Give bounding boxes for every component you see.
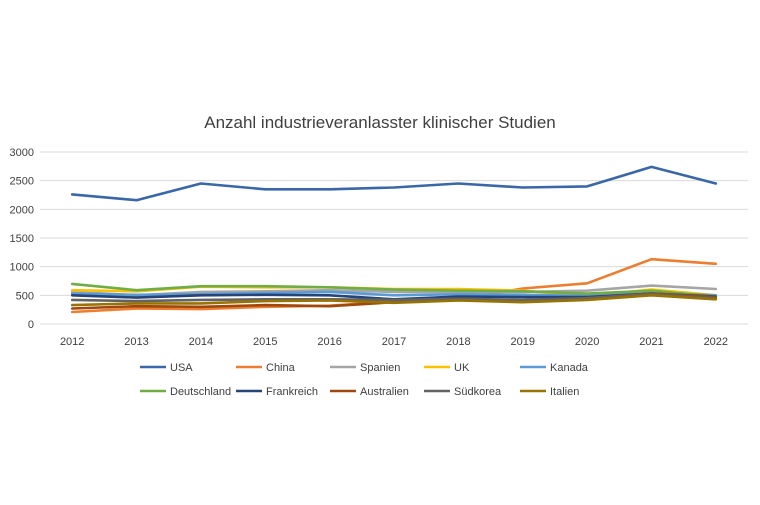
legend-item-südkorea: Südkorea <box>424 386 502 398</box>
y-tick-label: 0 <box>28 319 34 331</box>
series-line-deutschland <box>70 282 718 298</box>
y-tick-label: 3000 <box>10 147 34 159</box>
series-line-usa <box>70 165 718 202</box>
legend-label: Australien <box>360 386 409 398</box>
legend-item-uk: UK <box>424 362 470 374</box>
x-tick-label: 2016 <box>317 336 341 348</box>
x-tick-label: 2022 <box>704 336 728 348</box>
legend-item-china: China <box>236 362 296 374</box>
legend-label: USA <box>170 362 193 374</box>
x-tick-label: 2020 <box>575 336 599 348</box>
series-line-südkorea <box>70 292 718 303</box>
legend-label: Frankreich <box>266 386 318 398</box>
legend-item-kanada: Kanada <box>520 362 589 374</box>
series-line-spanien <box>70 284 718 297</box>
legend-label: Kanada <box>550 362 589 374</box>
legend-label: Deutschland <box>170 386 231 398</box>
legend-item-australien: Australien <box>330 386 409 398</box>
legend-label: Spanien <box>360 362 400 374</box>
chart-title: Anzahl industrieveranlasster klinischer … <box>204 113 556 132</box>
y-tick-label: 2500 <box>10 176 34 188</box>
legend-item-italien: Italien <box>520 386 579 398</box>
legend-label: China <box>266 362 296 374</box>
y-tick-label: 500 <box>16 290 34 302</box>
x-tick-label: 2014 <box>189 336 213 348</box>
x-tick-label: 2012 <box>60 336 84 348</box>
legend-label: Südkorea <box>454 386 502 398</box>
x-tick-label: 2017 <box>382 336 406 348</box>
legend-item-frankreich: Frankreich <box>236 386 318 398</box>
y-tick-label: 1500 <box>10 233 34 245</box>
y-tick-label: 2000 <box>10 204 34 216</box>
legend-label: Italien <box>550 386 579 398</box>
y-tick-label: 1000 <box>10 262 34 274</box>
legend-item-spanien: Spanien <box>330 362 400 374</box>
series-line-italien <box>70 293 718 307</box>
x-tick-label: 2015 <box>253 336 277 348</box>
x-tick-label: 2021 <box>639 336 663 348</box>
legend-item-usa: USA <box>140 362 193 374</box>
legend-label: UK <box>454 362 470 374</box>
legend-item-deutschland: Deutschland <box>140 386 231 398</box>
x-tick-label: 2019 <box>510 336 534 348</box>
x-tick-label: 2018 <box>446 336 470 348</box>
x-tick-label: 2013 <box>124 336 148 348</box>
